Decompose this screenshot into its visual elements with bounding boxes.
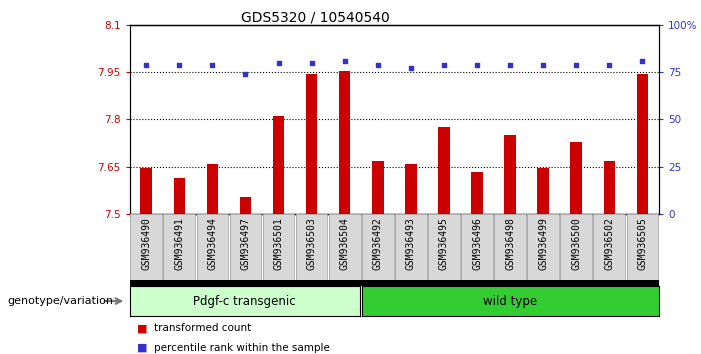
Point bbox=[471, 62, 482, 67]
Text: GDS5320 / 10540540: GDS5320 / 10540540 bbox=[241, 11, 390, 25]
Point bbox=[405, 65, 416, 71]
Point bbox=[637, 58, 648, 64]
Point bbox=[174, 62, 185, 67]
Text: Pdgf-c transgenic: Pdgf-c transgenic bbox=[193, 295, 296, 308]
Bar bbox=[372, 160, 383, 214]
Point bbox=[538, 62, 549, 67]
Text: GSM936494: GSM936494 bbox=[207, 217, 217, 270]
Text: GSM936501: GSM936501 bbox=[273, 217, 283, 270]
Text: GSM936497: GSM936497 bbox=[240, 217, 250, 270]
Text: GSM936495: GSM936495 bbox=[439, 217, 449, 270]
Point bbox=[571, 62, 582, 67]
Bar bbox=[174, 178, 185, 214]
Text: GSM936490: GSM936490 bbox=[141, 217, 151, 270]
Bar bbox=[504, 135, 516, 214]
Point bbox=[604, 62, 615, 67]
Point bbox=[273, 60, 284, 65]
Bar bbox=[405, 164, 416, 214]
Text: GSM936500: GSM936500 bbox=[571, 217, 581, 270]
Text: GSM936504: GSM936504 bbox=[340, 217, 350, 270]
Point bbox=[372, 62, 383, 67]
Bar bbox=[306, 74, 318, 214]
Text: GSM936491: GSM936491 bbox=[175, 217, 184, 270]
Bar bbox=[273, 116, 285, 214]
Text: GSM936499: GSM936499 bbox=[538, 217, 548, 270]
Bar bbox=[571, 142, 582, 214]
Text: ■: ■ bbox=[137, 323, 147, 333]
Text: percentile rank within the sample: percentile rank within the sample bbox=[154, 343, 330, 353]
Text: GSM936505: GSM936505 bbox=[637, 217, 648, 270]
Point bbox=[240, 71, 251, 77]
Text: transformed count: transformed count bbox=[154, 323, 252, 333]
Text: ■: ■ bbox=[137, 343, 147, 353]
Bar bbox=[604, 160, 615, 214]
Bar bbox=[438, 127, 450, 214]
Text: GSM936502: GSM936502 bbox=[604, 217, 614, 270]
Point bbox=[505, 62, 516, 67]
Bar bbox=[538, 169, 549, 214]
Point bbox=[141, 62, 152, 67]
Text: GSM936498: GSM936498 bbox=[505, 217, 515, 270]
Bar bbox=[471, 172, 483, 214]
Text: GSM936503: GSM936503 bbox=[306, 217, 317, 270]
Text: genotype/variation: genotype/variation bbox=[7, 296, 113, 306]
Bar bbox=[637, 74, 648, 214]
Bar bbox=[240, 197, 251, 214]
Text: wild type: wild type bbox=[484, 295, 538, 308]
Point bbox=[306, 60, 318, 65]
Point bbox=[339, 58, 350, 64]
Text: GSM936496: GSM936496 bbox=[472, 217, 482, 270]
Text: GSM936492: GSM936492 bbox=[373, 217, 383, 270]
Text: GSM936493: GSM936493 bbox=[406, 217, 416, 270]
Point bbox=[438, 62, 449, 67]
Point bbox=[207, 62, 218, 67]
Bar bbox=[140, 169, 152, 214]
Bar bbox=[339, 70, 350, 214]
Bar bbox=[207, 164, 218, 214]
